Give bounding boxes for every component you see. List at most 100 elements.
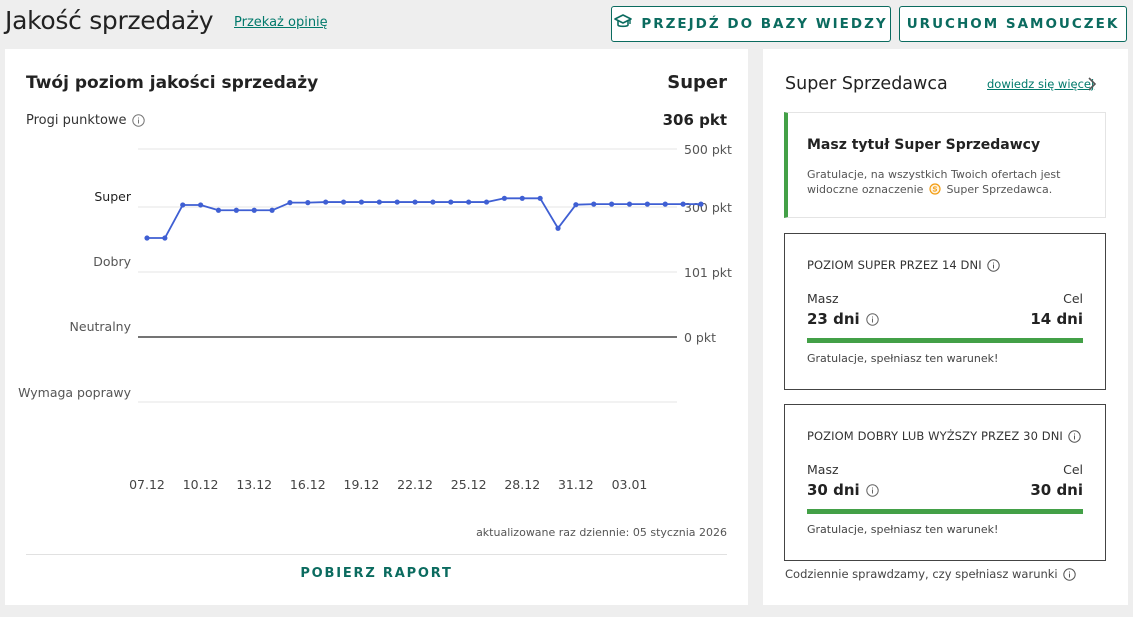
- chevron-right-icon[interactable]: [1087, 76, 1097, 96]
- status-desc-text-2: Super Sprzedawca.: [946, 183, 1053, 196]
- have-label: Masz: [807, 291, 839, 306]
- status-desc-text: Gratulacje, na wszystkich Twoich ofertac…: [807, 168, 1061, 196]
- info-icon[interactable]: [987, 258, 1000, 272]
- x-tick-label: 25.12: [451, 477, 487, 492]
- thresholds-label: Progi punktowe: [26, 113, 145, 128]
- info-icon[interactable]: [1068, 429, 1081, 443]
- data-point: [269, 207, 275, 213]
- super-seller-title: Super Sprzedawca: [785, 74, 948, 94]
- thresholds-text: Progi punktowe: [26, 113, 127, 128]
- graduation-cap-icon: [614, 14, 633, 34]
- super-seller-badge-icon: [929, 183, 941, 199]
- goal-value: 14 dni: [1030, 310, 1083, 328]
- have-value: 30 dni: [807, 481, 879, 499]
- goal-label: Cel: [1063, 291, 1083, 306]
- y-category-label: Neutralny: [70, 319, 132, 334]
- condition-message: Gratulacje, spełniasz ten warunek!: [807, 352, 999, 365]
- data-point: [162, 235, 168, 241]
- y-category-label: Super: [94, 189, 131, 204]
- data-point: [644, 201, 650, 207]
- goal-label: Cel: [1063, 462, 1083, 477]
- data-point: [287, 200, 293, 206]
- x-tick-label: 16.12: [290, 477, 326, 492]
- tutorial-label: URUCHOM SAMOUCZEK: [906, 16, 1120, 32]
- data-point: [555, 225, 561, 231]
- data-point: [519, 195, 525, 201]
- x-tick-label: 28.12: [504, 477, 540, 492]
- data-point: [215, 207, 222, 213]
- data-point: [376, 199, 382, 205]
- quality-card: Twój poziom jakości sprzedaży Super Prog…: [5, 49, 748, 605]
- data-point: [198, 202, 204, 208]
- have-value: 23 dni: [807, 310, 879, 328]
- condition-title: POZIOM DOBRY LUB WYŻSZY PRZEZ 30 DNI: [807, 429, 1081, 443]
- download-report-button[interactable]: POBIERZ RAPORT: [300, 566, 453, 581]
- have-value-text: 30 dni: [807, 481, 860, 499]
- info-icon[interactable]: [1062, 567, 1076, 581]
- data-point: [305, 200, 311, 206]
- status-title: Masz tytuł Super Sprzedawcy: [807, 137, 1041, 153]
- y-tick-label: 101 pkt: [684, 265, 732, 280]
- quality-points: 306 pkt: [662, 111, 727, 129]
- quality-title: Twój poziom jakości sprzedaży: [26, 73, 319, 93]
- data-point: [430, 199, 436, 205]
- y-tick-label: 0 pkt: [684, 330, 716, 345]
- data-point: [609, 201, 615, 207]
- info-icon[interactable]: [865, 483, 879, 497]
- quality-chart: 500 pkt 300 pkt 101 pkt 0 pkt Super Dobry Neut…: [18, 142, 732, 492]
- data-point: [412, 199, 418, 205]
- tutorial-button[interactable]: URUCHOM SAMOUCZEK: [899, 6, 1127, 42]
- condition-progress-fill: [807, 509, 1083, 514]
- quality-level: Super: [667, 72, 727, 93]
- check-info-footer: Codziennie sprawdzamy, czy spełniasz war…: [785, 567, 1076, 581]
- knowledge-base-button[interactable]: PRZEJDŹ DO BAZY WIEDZY: [611, 6, 891, 42]
- condition-box-good-30: POZIOM DOBRY LUB WYŻSZY PRZEZ 30 DNI Mas…: [784, 404, 1106, 561]
- data-point: [483, 199, 490, 205]
- data-point: [591, 201, 597, 207]
- data-point: [626, 201, 633, 207]
- super-seller-card: Super Sprzedawca dowiedz się więcej Masz…: [763, 49, 1128, 605]
- footer-text: Codziennie sprawdzamy, czy spełniasz war…: [785, 567, 1058, 581]
- learn-more-link[interactable]: dowiedz się więcej: [987, 77, 1095, 91]
- data-point: [394, 199, 400, 205]
- condition-title-text: POZIOM SUPER PRZEZ 14 DNI: [807, 258, 982, 272]
- condition-progress-bar: [807, 509, 1083, 514]
- y-tick-label: 500 pkt: [684, 142, 732, 157]
- data-point: [233, 207, 239, 213]
- x-tick-label: 13.12: [236, 477, 272, 492]
- have-value-text: 23 dni: [807, 310, 860, 328]
- y-tick-label: 300 pkt: [684, 200, 732, 215]
- super-seller-status-box: Masz tytuł Super Sprzedawcy Gratulacje, …: [784, 112, 1106, 218]
- data-point: [448, 199, 454, 205]
- info-icon[interactable]: [865, 312, 879, 326]
- x-tick-label: 10.12: [183, 477, 219, 492]
- data-point: [340, 199, 347, 205]
- info-icon[interactable]: [131, 114, 145, 127]
- data-point: [662, 201, 668, 207]
- data-point: [573, 202, 579, 208]
- x-tick-label: 31.12: [558, 477, 594, 492]
- condition-progress-fill: [807, 338, 1083, 343]
- condition-progress-bar: [807, 338, 1083, 343]
- data-point: [466, 199, 472, 205]
- data-point: [680, 201, 686, 207]
- condition-title-text: POZIOM DOBRY LUB WYŻSZY PRZEZ 30 DNI: [807, 429, 1063, 443]
- updated-text: aktualizowane raz dziennie: 05 stycznia …: [476, 526, 727, 539]
- y-category-label: Dobry: [93, 254, 131, 269]
- data-point: [501, 195, 507, 201]
- condition-message: Gratulacje, spełniasz ten warunek!: [807, 523, 999, 536]
- goal-value: 30 dni: [1030, 481, 1083, 499]
- x-tick-label: 22.12: [397, 477, 433, 492]
- condition-title: POZIOM SUPER PRZEZ 14 DNI: [807, 258, 1000, 272]
- have-label: Masz: [807, 462, 839, 477]
- x-tick-label: 03.01: [612, 477, 648, 492]
- data-point: [537, 195, 543, 201]
- condition-box-super-14: POZIOM SUPER PRZEZ 14 DNI Masz Cel 23 dn…: [784, 233, 1106, 390]
- series-line: [147, 197, 701, 239]
- data-point: [323, 199, 329, 205]
- data-point: [251, 207, 257, 213]
- y-category-label: Wymaga poprawy: [18, 385, 131, 400]
- data-point: [698, 201, 704, 207]
- page-title: Jakość sprzedaży: [5, 6, 214, 35]
- feedback-link[interactable]: Przekaż opinię: [234, 15, 328, 30]
